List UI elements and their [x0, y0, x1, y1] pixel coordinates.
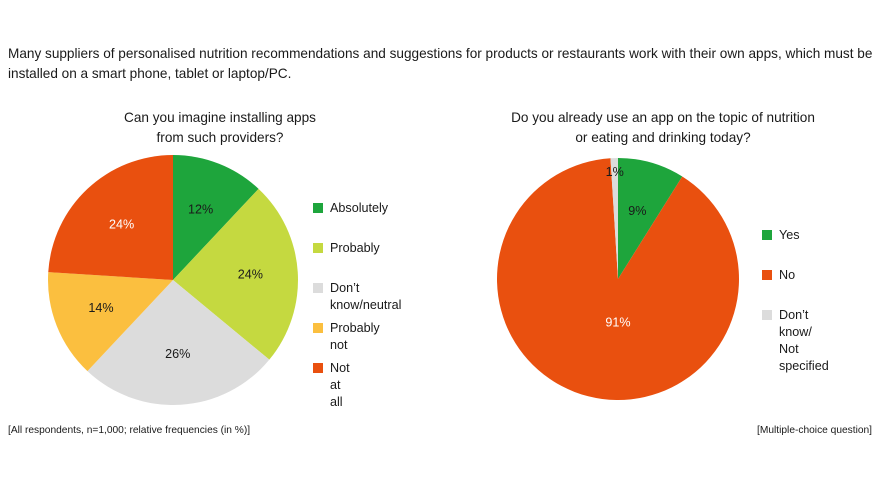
- footnote-sample: [All respondents, n=1,000; relative freq…: [8, 425, 251, 436]
- legend-swatch: [313, 243, 323, 253]
- pie-slice-don-t-know-not-specified: [610, 158, 618, 279]
- pie-slice-probably-not: [48, 272, 173, 372]
- pie-slice-yes: [618, 158, 683, 279]
- legend-label: Probably not: [330, 321, 380, 352]
- pie-slice-label: 9%: [628, 204, 646, 218]
- pie-slice-no: [497, 158, 739, 400]
- pie-slice-not-at-all: [48, 155, 173, 280]
- pie-slice-label: 91%: [605, 315, 630, 329]
- pie-slice-label: 1%: [606, 165, 624, 179]
- legend-swatch: [313, 283, 323, 293]
- legend-label: Yes: [779, 228, 800, 242]
- pie-slice-don-t-know-neutral: [87, 280, 270, 405]
- legend-swatch: [762, 230, 772, 240]
- legend-swatch: [313, 203, 323, 213]
- legend-swatch: [313, 323, 323, 333]
- pie-chart-app-usage: 9% 91% 1%: [497, 158, 739, 400]
- pie-slice-label: 24%: [238, 267, 263, 281]
- pie-slice-absolutely: [173, 155, 259, 280]
- pie-slice-label: 12%: [188, 203, 213, 217]
- chart-title-app-usage: Do you already use an app on the topic o…: [511, 110, 815, 145]
- footnote-question-type: [Multiple-choice question]: [757, 425, 872, 436]
- intro-text: Many suppliers of personalised nutrition…: [8, 46, 873, 81]
- legend-label: Absolutely: [330, 201, 389, 215]
- legend-swatch: [762, 270, 772, 280]
- legend-label: Probably: [330, 241, 380, 255]
- legend-label: Don’t know/ Not specified: [779, 308, 829, 373]
- legend-label: No: [779, 268, 796, 282]
- legend-label: Don’t know/neutral: [330, 281, 402, 312]
- pie-slice-label: 14%: [88, 301, 113, 315]
- pie-chart-install-apps: 12% 24% 26% 14% 24%: [48, 155, 298, 405]
- chart-title-install-apps: Can you imagine installing apps from suc…: [124, 110, 316, 145]
- legend-label: Not at all: [330, 361, 350, 409]
- legend-swatch: [762, 310, 772, 320]
- pie-slice-label: 26%: [165, 347, 190, 361]
- pie-slice-label: 24%: [109, 218, 134, 232]
- legend-swatch: [313, 363, 323, 373]
- pie-slice-probably: [173, 188, 298, 360]
